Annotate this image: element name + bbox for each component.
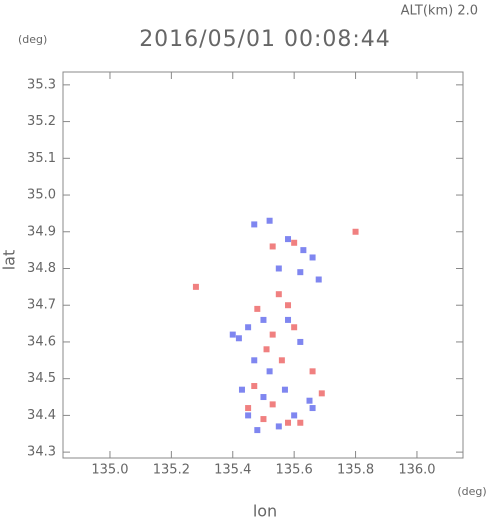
point xyxy=(285,419,292,426)
point xyxy=(269,331,276,338)
x-tick-label: 135.0 xyxy=(91,463,128,478)
point xyxy=(245,405,252,412)
point xyxy=(306,397,313,404)
point xyxy=(260,416,267,423)
y-tick-label: 34.8 xyxy=(27,261,56,276)
point xyxy=(291,324,298,331)
point xyxy=(251,221,258,228)
point xyxy=(285,236,292,243)
y-unit: (deg) xyxy=(18,33,47,46)
point xyxy=(309,368,316,375)
x-tick-label: 135.8 xyxy=(337,463,374,478)
point xyxy=(238,386,245,393)
y-tick-label: 34.7 xyxy=(27,298,56,313)
point xyxy=(275,265,282,272)
y-tick-label: 34.3 xyxy=(27,445,56,460)
y-tick-label: 34.6 xyxy=(27,334,56,349)
point xyxy=(251,383,258,390)
y-tick-label: 35.0 xyxy=(27,188,56,203)
point xyxy=(309,405,316,412)
point xyxy=(254,427,261,434)
point xyxy=(192,283,199,290)
point xyxy=(275,423,282,430)
point xyxy=(285,302,292,309)
point xyxy=(263,346,270,353)
y-tick-label: 35.3 xyxy=(27,77,56,92)
y-tick-label: 35.1 xyxy=(27,151,56,166)
point xyxy=(260,316,267,323)
point xyxy=(254,305,261,312)
x-unit: (deg) xyxy=(457,485,486,498)
point xyxy=(269,243,276,250)
point xyxy=(229,331,236,338)
x-tick-label: 136.0 xyxy=(398,463,435,478)
x-tick-label: 135.6 xyxy=(276,463,313,478)
chart-title: 2016/05/01 00:08:44 xyxy=(139,27,391,52)
point xyxy=(266,368,273,375)
point xyxy=(300,247,307,254)
x-tick-label: 135.2 xyxy=(153,463,190,478)
point xyxy=(235,335,242,342)
point xyxy=(309,254,316,261)
point xyxy=(315,276,322,283)
y-tick-label: 34.5 xyxy=(27,371,56,386)
subtitle: ALT(km) 2.0 xyxy=(401,4,478,19)
point xyxy=(269,401,276,408)
point xyxy=(281,386,288,393)
y-tick-label: 35.2 xyxy=(27,114,56,129)
x-label: lon xyxy=(253,502,277,521)
y-tick-label: 34.4 xyxy=(27,408,56,423)
x-tick-label: 135.4 xyxy=(214,463,251,478)
point xyxy=(285,316,292,323)
point xyxy=(266,217,273,224)
point xyxy=(291,239,298,246)
point xyxy=(275,291,282,298)
point xyxy=(318,390,325,397)
point xyxy=(278,357,285,364)
y-label: lat xyxy=(0,250,19,271)
point xyxy=(291,412,298,419)
point xyxy=(297,269,304,276)
point xyxy=(260,394,267,401)
plot-frame xyxy=(62,71,464,459)
point xyxy=(297,419,304,426)
point xyxy=(245,324,252,331)
point xyxy=(251,357,258,364)
point xyxy=(352,228,359,235)
y-tick-label: 34.9 xyxy=(27,224,56,239)
point xyxy=(245,412,252,419)
point xyxy=(297,338,304,345)
